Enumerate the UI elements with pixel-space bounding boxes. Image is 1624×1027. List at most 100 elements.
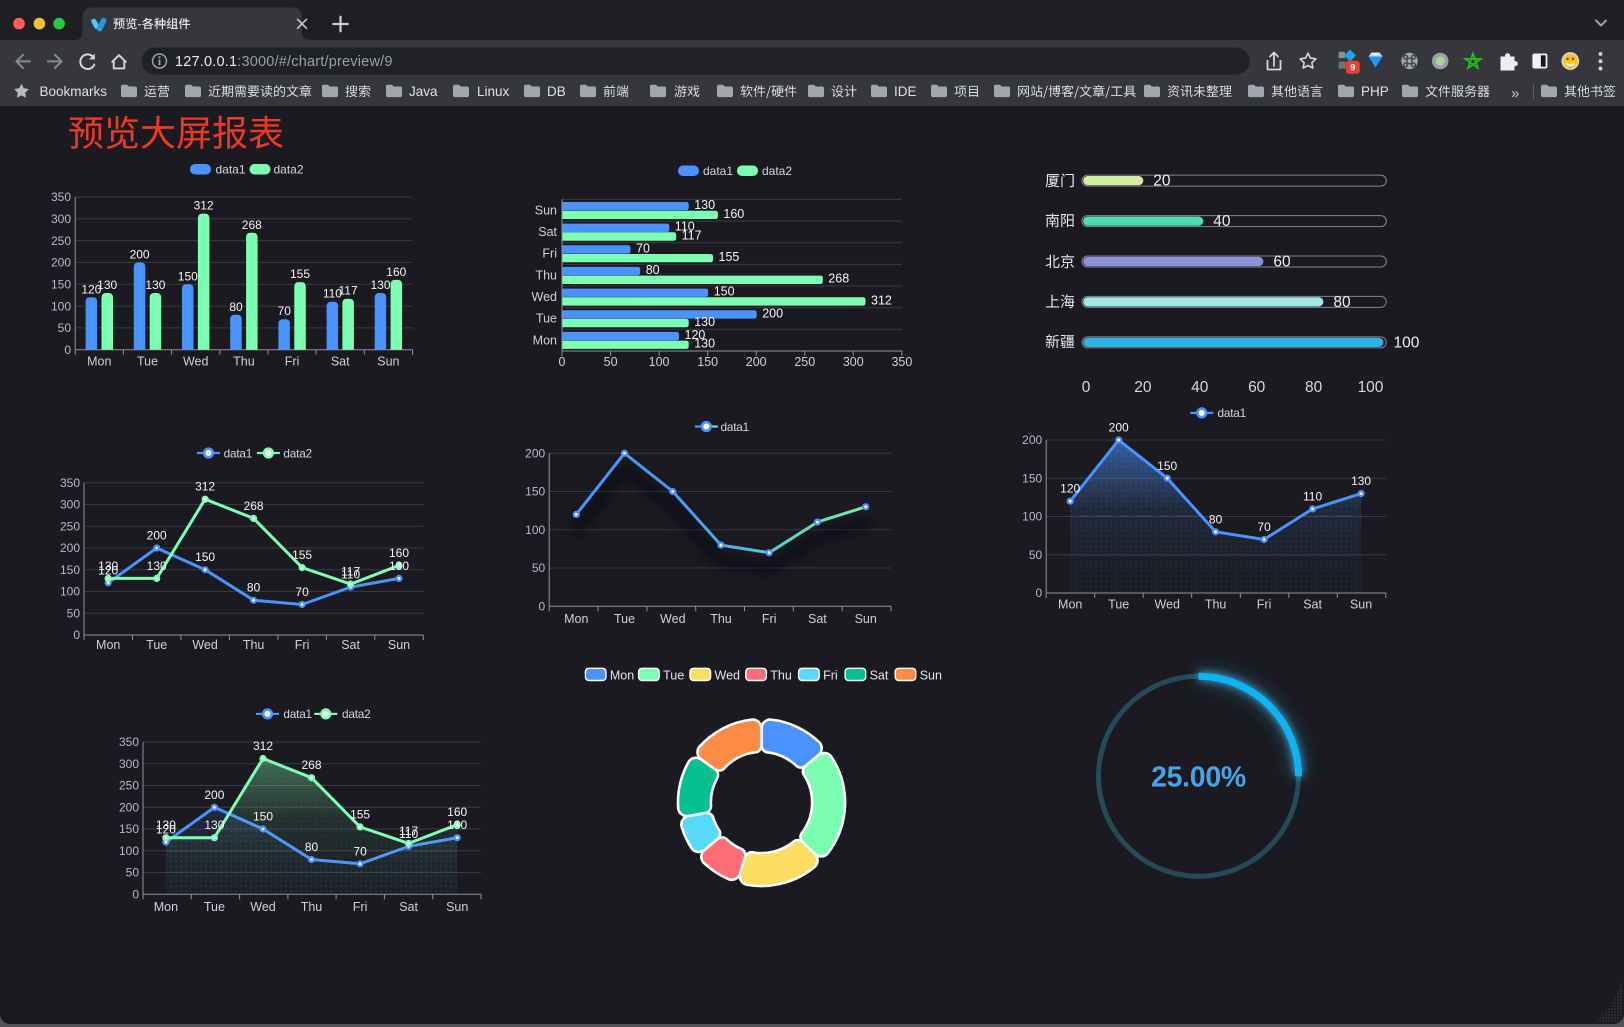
svg-text:100: 100: [51, 299, 71, 313]
svg-text:Sat: Sat: [399, 900, 418, 914]
svg-text:150: 150: [525, 485, 545, 499]
svg-text:data2: data2: [762, 164, 792, 178]
svg-text:70: 70: [1257, 520, 1271, 534]
svg-text:50: 50: [126, 866, 140, 880]
svg-text:70: 70: [636, 241, 650, 255]
svg-text:25.00%: 25.00%: [1151, 762, 1246, 794]
svg-text:50: 50: [67, 606, 81, 620]
svg-text:100: 100: [119, 844, 139, 858]
svg-text:Thu: Thu: [1205, 598, 1227, 612]
svg-text:150: 150: [714, 285, 735, 299]
svg-text:Sun: Sun: [388, 638, 410, 652]
svg-text:200: 200: [762, 306, 783, 320]
svg-text:Fri: Fri: [295, 638, 310, 652]
svg-text:117: 117: [682, 228, 702, 242]
svg-text:110: 110: [399, 827, 418, 841]
svg-text:»: »: [1511, 85, 1519, 102]
svg-text:data1: data1: [283, 707, 312, 721]
svg-text:130: 130: [694, 337, 715, 351]
svg-text:80: 80: [305, 840, 319, 854]
svg-text:130: 130: [389, 559, 409, 573]
svg-text:Wed: Wed: [532, 290, 558, 304]
svg-text:Sun: Sun: [855, 612, 877, 626]
svg-text:117: 117: [399, 824, 418, 838]
svg-text:200: 200: [204, 788, 224, 802]
svg-text:50: 50: [58, 321, 72, 335]
svg-text:80: 80: [1209, 512, 1223, 526]
svg-text:data1: data1: [703, 164, 733, 178]
svg-text:100: 100: [1022, 510, 1042, 524]
svg-text:60: 60: [1248, 379, 1266, 396]
svg-text:20: 20: [1153, 173, 1171, 190]
svg-text:200: 200: [51, 256, 71, 270]
svg-text:Mon: Mon: [533, 333, 557, 347]
svg-text:130: 130: [147, 559, 167, 573]
svg-text:268: 268: [242, 218, 262, 232]
svg-text:130: 130: [145, 278, 165, 292]
svg-text:Thu: Thu: [710, 612, 732, 626]
svg-text:0: 0: [1082, 379, 1091, 396]
svg-text:data2: data2: [342, 707, 371, 721]
svg-text:Wed: Wed: [250, 900, 276, 914]
svg-text:80: 80: [1305, 379, 1323, 396]
svg-text:50: 50: [1029, 548, 1043, 562]
svg-text:70: 70: [295, 585, 309, 599]
svg-text:Thu: Thu: [243, 638, 265, 652]
svg-text:Wed: Wed: [183, 355, 209, 369]
svg-text:20: 20: [1134, 379, 1152, 396]
svg-text:Sat: Sat: [538, 225, 557, 239]
svg-text:0: 0: [539, 600, 546, 614]
svg-text:160: 160: [447, 805, 467, 819]
svg-text:160: 160: [386, 265, 406, 279]
svg-text:Java: Java: [409, 84, 438, 99]
svg-text:130: 130: [447, 818, 467, 832]
svg-text:Mon: Mon: [154, 900, 178, 914]
svg-text:40: 40: [1191, 379, 1209, 396]
svg-text:155: 155: [719, 250, 740, 264]
svg-text:Tue: Tue: [614, 612, 635, 626]
svg-text:250: 250: [119, 779, 139, 793]
svg-text:Thu: Thu: [233, 355, 255, 369]
svg-text:Wed: Wed: [660, 612, 686, 626]
svg-text:Fri: Fri: [762, 612, 777, 626]
svg-text:155: 155: [350, 807, 370, 821]
svg-text:data1: data1: [216, 162, 246, 176]
svg-text:Fri: Fri: [1257, 598, 1272, 612]
svg-text:200: 200: [130, 247, 150, 261]
svg-text:Sun: Sun: [535, 203, 557, 217]
svg-text:Sun: Sun: [446, 900, 468, 914]
svg-text:130: 130: [97, 278, 117, 292]
svg-text:Sun: Sun: [1350, 598, 1372, 612]
svg-text:9: 9: [1350, 63, 1355, 74]
svg-text:300: 300: [843, 355, 864, 369]
svg-text:Thu: Thu: [770, 668, 792, 682]
svg-text:120: 120: [98, 563, 118, 577]
svg-text:150: 150: [60, 563, 80, 577]
svg-text:100: 100: [60, 585, 80, 599]
svg-text:300: 300: [119, 757, 139, 771]
svg-text:data1: data1: [721, 420, 750, 434]
svg-text:0: 0: [64, 343, 71, 357]
svg-text:IDE: IDE: [894, 84, 917, 99]
svg-text:Sat: Sat: [870, 668, 889, 682]
svg-text:130: 130: [694, 315, 715, 329]
svg-text:150: 150: [1157, 459, 1177, 473]
svg-text:110: 110: [341, 568, 360, 582]
svg-text:110: 110: [323, 287, 342, 301]
svg-text:200: 200: [147, 529, 167, 543]
svg-text:data2: data2: [283, 446, 312, 460]
svg-text:200: 200: [60, 541, 80, 555]
svg-text:Tue: Tue: [204, 900, 225, 914]
svg-text:40: 40: [1213, 213, 1231, 230]
svg-text:Mon: Mon: [564, 612, 588, 626]
svg-text:350: 350: [51, 190, 71, 204]
svg-text:150: 150: [51, 278, 71, 292]
svg-text:268: 268: [244, 499, 264, 513]
svg-text:Linux: Linux: [477, 84, 510, 99]
svg-text:60: 60: [1273, 254, 1291, 271]
svg-text:Sun: Sun: [377, 355, 399, 369]
svg-text:Wed: Wed: [1154, 598, 1180, 612]
svg-text:Tue: Tue: [146, 638, 167, 652]
svg-text:150: 150: [195, 550, 215, 564]
svg-text:117: 117: [339, 284, 358, 298]
